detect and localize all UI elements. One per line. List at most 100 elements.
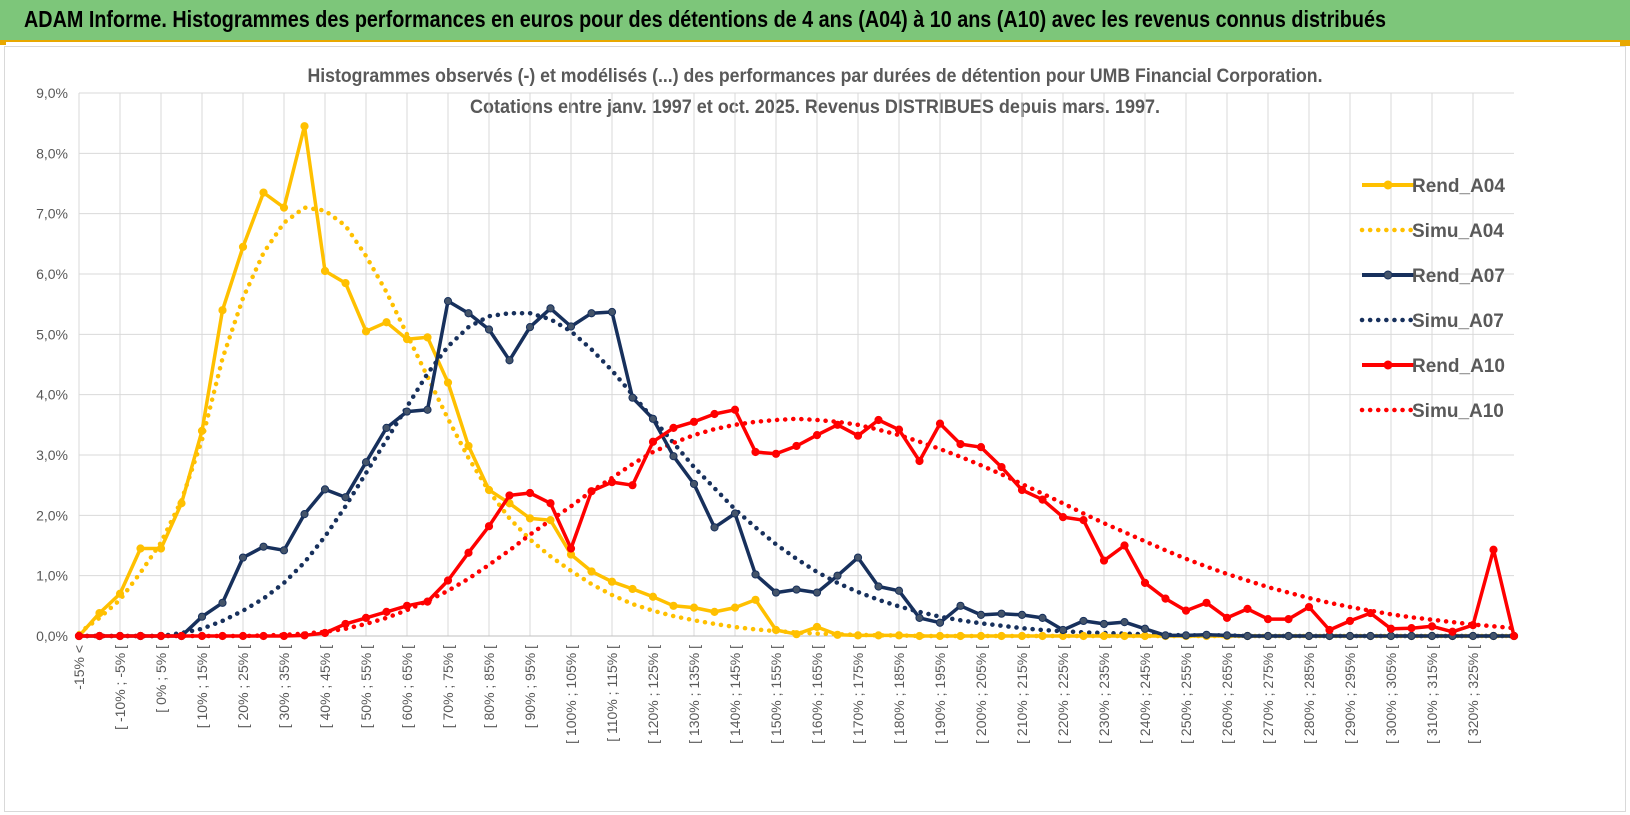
x-tick-label: -15% < <box>71 645 87 690</box>
x-tick-label: [ 20% ; 25% [ <box>235 645 251 728</box>
data-point <box>320 628 330 638</box>
data-point <box>915 613 924 623</box>
data-point <box>997 462 1006 472</box>
y-tick-label: 7,0% <box>36 206 68 222</box>
data-point <box>976 631 986 641</box>
data-point <box>833 420 842 429</box>
data-point <box>443 297 453 306</box>
data-point <box>464 309 473 318</box>
data-point <box>1038 631 1047 641</box>
plot-area <box>74 122 1519 641</box>
x-tick-label: [ 250% ; 255% [ <box>1178 645 1194 744</box>
data-point <box>402 407 412 416</box>
y-tick-label: 8,0% <box>36 145 68 161</box>
data-point <box>238 631 248 641</box>
x-tick-label: [ 310% ; 315% [ <box>1424 645 1440 744</box>
data-point <box>546 304 555 313</box>
data-point <box>1140 624 1150 633</box>
data-point <box>1058 513 1068 522</box>
data-point <box>730 603 740 612</box>
series-Rend_A10 <box>74 405 1519 641</box>
data-point <box>894 425 904 434</box>
data-point <box>812 588 822 597</box>
series-Simu_A10 <box>76 416 1517 639</box>
data-point <box>1140 578 1150 588</box>
data-point <box>443 576 453 585</box>
data-point <box>1017 485 1027 495</box>
x-tick-label: [ 290% ; 295% [ <box>1342 645 1358 744</box>
data-point <box>218 631 227 641</box>
data-point <box>689 603 699 612</box>
legend-item-Rend_A10: Rend_A10 <box>1362 356 1505 377</box>
data-point <box>710 523 719 532</box>
x-tick-label: [ 260% ; 265% [ <box>1219 645 1235 744</box>
corner-accent-right <box>1620 42 1630 46</box>
legend-item-Simu_A10: Simu_A10 <box>1359 401 1504 422</box>
data-point <box>997 631 1006 641</box>
data-point <box>423 405 432 414</box>
data-point <box>525 514 535 523</box>
data-point <box>894 631 904 640</box>
data-point <box>771 449 781 458</box>
data-point <box>136 631 145 641</box>
data-point <box>1202 598 1211 607</box>
legend-label: Simu_A10 <box>1412 401 1504 422</box>
legend-item-Simu_A07: Simu_A07 <box>1359 311 1504 332</box>
data-point <box>279 631 289 641</box>
data-point <box>1079 516 1088 525</box>
data-point <box>320 485 330 494</box>
x-tick-label: [ 270% ; 275% [ <box>1260 645 1276 744</box>
data-point <box>238 242 248 251</box>
x-tick-label: [ 110% ; 115% [ <box>604 645 620 742</box>
data-point <box>1366 631 1375 641</box>
x-tick-label: [ 160% ; 165% [ <box>809 645 825 744</box>
data-point <box>1345 616 1355 626</box>
data-point <box>423 333 432 342</box>
data-point <box>689 479 699 489</box>
data-point <box>1161 594 1170 603</box>
data-point <box>546 516 555 525</box>
data-point <box>279 546 289 555</box>
data-point <box>464 441 473 451</box>
data-point <box>771 588 781 597</box>
data-point <box>320 266 330 276</box>
data-point <box>1304 631 1314 641</box>
data-point <box>402 601 412 610</box>
data-point <box>1345 631 1355 641</box>
data-point <box>300 510 309 519</box>
data-point <box>1140 631 1150 641</box>
data-point <box>587 567 596 576</box>
data-point <box>361 458 371 467</box>
data-point <box>1038 613 1047 623</box>
legend-marker <box>1383 180 1393 190</box>
data-point <box>935 618 945 627</box>
data-point <box>812 430 822 440</box>
data-point <box>566 322 576 331</box>
data-point <box>1284 615 1293 624</box>
data-point <box>792 441 801 451</box>
x-tick-label: [ 90% ; 95% [ <box>522 645 538 728</box>
data-point <box>1120 618 1129 627</box>
data-point <box>935 419 945 428</box>
data-point <box>751 595 760 604</box>
data-point <box>1468 621 1478 630</box>
legend-label: Simu_A04 <box>1412 221 1504 242</box>
data-point <box>1468 631 1478 641</box>
data-point <box>607 307 617 317</box>
data-point <box>1448 627 1457 636</box>
data-point <box>976 443 986 452</box>
data-point <box>1058 625 1068 635</box>
legend-item-Rend_A07: Rend_A07 <box>1362 266 1505 287</box>
data-point <box>279 203 289 212</box>
data-point <box>361 327 371 336</box>
data-point <box>1243 631 1252 641</box>
data-point <box>136 544 145 553</box>
data-point <box>607 577 617 586</box>
data-point <box>218 598 227 607</box>
data-point <box>74 631 84 641</box>
corner-accent-left <box>0 42 6 45</box>
y-tick-label: 4,0% <box>36 387 68 403</box>
data-point <box>956 601 965 610</box>
data-point <box>874 415 883 425</box>
